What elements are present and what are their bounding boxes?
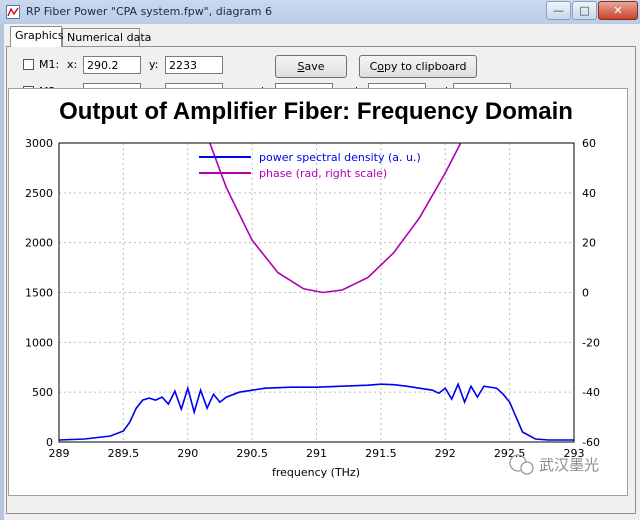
y-tick-label: 0 [46, 436, 53, 449]
y-tick-label: 2500 [25, 187, 53, 200]
app-icon [6, 5, 20, 19]
watermark-text: 武汉墨光 [539, 456, 599, 474]
chart-title: Output of Amplifier Fiber: Frequency Dom… [59, 98, 573, 125]
x-tick-label: 291 [306, 447, 327, 460]
close-button[interactable]: ✕ [598, 1, 638, 20]
tab-graphics[interactable]: Graphics [10, 26, 64, 47]
legend-psd-label: power spectral density (a. u.) [259, 151, 421, 164]
x-axis-label: frequency (THz) [272, 466, 360, 479]
y2-tick-label: 0 [582, 287, 589, 300]
x-tick-label: 290 [177, 447, 198, 460]
chart-curves [59, 143, 574, 441]
y2-tick-label: -40 [582, 386, 600, 399]
y-tick-label: 3000 [25, 137, 53, 150]
y-tick-label: 1000 [25, 336, 53, 349]
x-tick-label: 293 [564, 447, 585, 460]
y-tick-label: 2000 [25, 237, 53, 250]
chart-legend: power spectral density (a. u.) phase (ra… [199, 151, 421, 180]
x-tick-label: 290.5 [236, 447, 268, 460]
x-tick-label: 292.5 [494, 447, 526, 460]
y-tick-label: 500 [32, 386, 53, 399]
plot-border [58, 142, 575, 443]
x-tick-label: 292 [435, 447, 456, 460]
frequency-domain-chart: Output of Amplifier Fiber: Frequency Dom… [25, 98, 600, 479]
tab-numerical-data[interactable]: Numerical data [62, 28, 151, 46]
window-title: RP Fiber Power "CPA system.fpw", diagram… [26, 5, 272, 18]
legend-phase-label: phase (rad, right scale) [259, 167, 387, 180]
copy-button-mnemonic: o [377, 60, 384, 73]
m1-checkbox[interactable] [23, 59, 34, 70]
maximize-button[interactable]: □ [572, 1, 597, 20]
copy-button-label-start: C [369, 60, 378, 73]
window-left-edge [0, 24, 4, 520]
y-tick-label: 1500 [25, 287, 53, 300]
y2-tick-label: 60 [582, 137, 596, 150]
save-button-mnemonic: S [297, 60, 305, 73]
watermark: 武汉墨光 [509, 454, 599, 475]
plot-area[interactable]: Output of Amplifier Fiber: Frequency Dom… [8, 88, 628, 496]
m1-x-field[interactable] [83, 56, 141, 74]
save-button[interactable]: Save [275, 55, 347, 78]
y2-tick-label: -20 [582, 336, 600, 349]
x-tick-label: 289 [49, 447, 70, 460]
wechat-logo-icon-small [520, 461, 534, 475]
work-area: Graphics Numerical data M1: x: y: Save C… [4, 24, 640, 520]
title-bar: RP Fiber Power "CPA system.fpw", diagram… [0, 0, 640, 25]
chart-grid [59, 143, 574, 442]
y2-tick-label: -60 [582, 436, 600, 449]
copy-to-clipboard-button[interactable]: Copy to clipboard [359, 55, 477, 78]
y2-tick-label: 40 [582, 187, 596, 200]
save-button-label: ave [304, 60, 325, 73]
m1-x-label: x: [67, 58, 78, 71]
m1-label: M1: [39, 58, 60, 71]
x-tick-label: 289.5 [108, 447, 140, 460]
minimize-button[interactable]: — [546, 1, 571, 20]
x-tick-label: 291.5 [365, 447, 397, 460]
axis-ticks: 289 289.5 290 290.5 291 291.5 292 292.5 293 0 500 1… [25, 137, 600, 460]
m1-y-label: y: [149, 58, 159, 71]
copy-button-label-rest: py to clipboard [383, 60, 467, 73]
psd-series-line [59, 382, 574, 441]
phase-series-line [208, 143, 462, 294]
y2-tick-label: 20 [582, 237, 596, 250]
m1-y-field[interactable] [165, 56, 223, 74]
